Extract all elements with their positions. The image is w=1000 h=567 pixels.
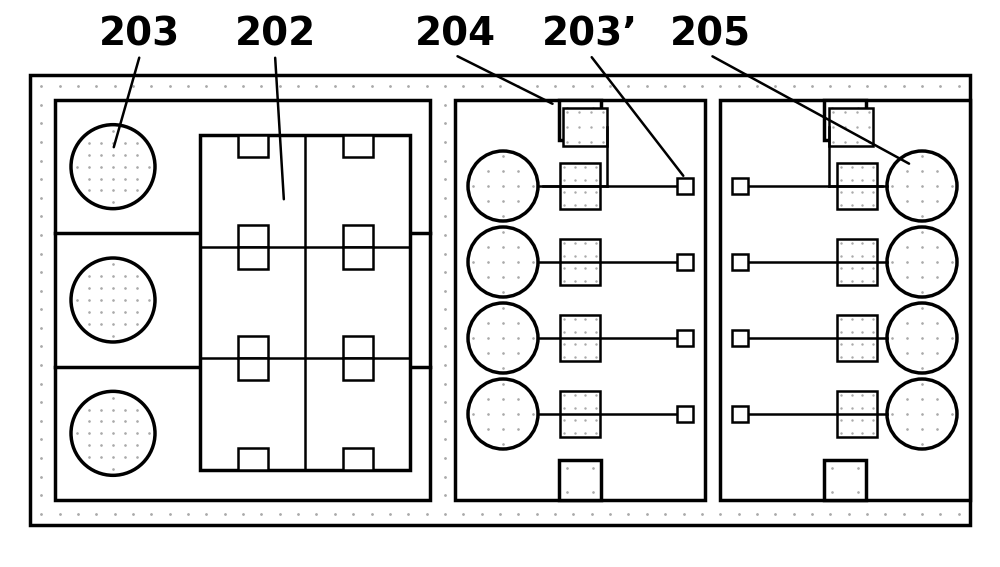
Text: 203’: 203’ xyxy=(542,16,638,54)
Bar xyxy=(342,448,372,470)
Bar xyxy=(342,135,372,157)
Bar xyxy=(238,225,268,247)
Bar xyxy=(732,178,748,194)
Text: 203: 203 xyxy=(99,16,181,54)
Bar xyxy=(238,358,268,380)
Bar xyxy=(342,336,372,358)
Bar xyxy=(342,247,372,269)
Bar xyxy=(829,108,873,146)
Bar xyxy=(342,358,372,380)
Bar xyxy=(238,448,268,470)
Bar xyxy=(560,163,600,209)
Bar xyxy=(455,100,705,500)
Bar xyxy=(824,100,866,140)
Bar xyxy=(677,406,693,422)
Bar xyxy=(837,239,877,285)
Bar xyxy=(677,178,693,194)
Bar xyxy=(238,135,268,157)
Bar xyxy=(824,460,866,500)
Bar xyxy=(559,460,601,500)
Bar xyxy=(732,330,748,346)
Bar xyxy=(732,406,748,422)
Text: 202: 202 xyxy=(234,16,316,54)
Bar xyxy=(720,100,970,500)
Text: 204: 204 xyxy=(414,16,496,54)
Bar xyxy=(560,239,600,285)
Bar xyxy=(200,135,410,470)
Bar xyxy=(837,391,877,437)
Bar xyxy=(732,254,748,270)
Bar xyxy=(238,247,268,269)
Bar xyxy=(677,330,693,346)
Text: 205: 205 xyxy=(669,16,751,54)
Bar xyxy=(837,315,877,361)
Bar xyxy=(563,108,607,146)
Bar xyxy=(560,391,600,437)
Bar xyxy=(238,336,268,358)
Bar xyxy=(560,315,600,361)
Bar xyxy=(55,100,430,500)
Bar xyxy=(559,100,601,140)
Bar xyxy=(30,75,970,525)
Bar xyxy=(837,163,877,209)
Bar xyxy=(677,254,693,270)
Bar xyxy=(342,225,372,247)
